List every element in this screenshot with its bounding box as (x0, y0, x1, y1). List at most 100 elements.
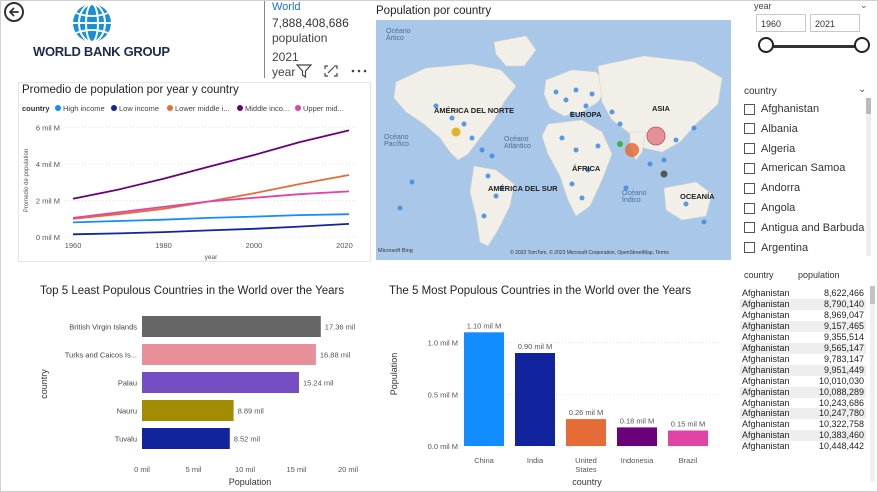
table-row[interactable]: Afghanistan 10,383,460 (740, 430, 866, 442)
bar[interactable] (617, 427, 657, 446)
country-filter-item[interactable]: Albania (744, 119, 870, 139)
filter-icon[interactable] (295, 64, 313, 79)
table-cell-country: Afghanistan (742, 408, 790, 419)
checkbox[interactable] (744, 123, 755, 135)
country-list-scroll-thumb[interactable] (866, 98, 871, 114)
country-filter-item-label: Afghanistan (761, 103, 820, 115)
table-row[interactable]: Afghanistan 10,448,442 (740, 441, 866, 452)
checkbox[interactable] (744, 162, 755, 174)
table-scroll-thumb[interactable] (870, 286, 875, 304)
legend-marker (295, 105, 301, 111)
table-row[interactable]: Afghanistan 10,247,780 (740, 408, 866, 420)
card-population-value: 7,888,408,686 (272, 16, 349, 30)
country-filter-chevron-icon[interactable]: ⌄ (858, 84, 867, 95)
country-filter-item[interactable]: Argentina (744, 238, 870, 258)
country-filter-item[interactable]: American Samoa (744, 158, 870, 178)
year-from-input[interactable]: 1960 (756, 14, 806, 32)
table-cell-population: 8,969,047 (823, 309, 864, 320)
checkbox[interactable] (744, 143, 755, 155)
table-row[interactable]: Afghanistan 10,322,758 (740, 419, 866, 430)
x-tick-label: 2020 (336, 241, 353, 250)
checkbox[interactable] (744, 222, 755, 234)
year-slider-end-handle[interactable] (854, 37, 870, 53)
map-label-america-sur: AMÉRICA DEL SUR (488, 184, 558, 193)
card-year-label: year (272, 65, 296, 79)
x-tick-label: 1960 (65, 241, 82, 250)
y-tick-label: 0.5 mil M (428, 390, 458, 399)
map-label-america-norte: AMÉRICA DEL NORTE (434, 106, 515, 115)
legend-label[interactable]: High income (63, 104, 105, 113)
back-arrow-icon (9, 7, 19, 17)
series-line[interactable] (72, 190, 350, 219)
legend-marker (167, 105, 173, 111)
table-header-population[interactable]: population (798, 270, 840, 280)
table-row[interactable]: Afghanistan 8,622,466 (740, 288, 866, 299)
table-row[interactable]: Afghanistan 9,951,449 (740, 364, 866, 376)
country-filter-item[interactable]: Angola (744, 198, 870, 218)
table-row[interactable]: Afghanistan 10,088,289 (740, 386, 866, 398)
checkbox[interactable] (744, 103, 755, 115)
checkbox[interactable] (744, 182, 755, 194)
table-row[interactable]: Afghanistan 9,355,514 (740, 332, 866, 343)
country-filter-item[interactable]: Antigua and Barbuda (744, 218, 870, 238)
table-row[interactable]: Afghanistan 9,783,147 (740, 354, 866, 365)
bar[interactable] (142, 344, 316, 365)
more-options-icon[interactable] (350, 64, 367, 78)
bar[interactable] (142, 428, 230, 449)
legend-label[interactable]: Middle inco... (245, 104, 289, 113)
year-slider-track[interactable] (766, 45, 862, 48)
series-line[interactable] (72, 223, 350, 236)
data-label: 0.18 mil M (620, 416, 655, 425)
country-filter-item[interactable]: Algeria (744, 139, 870, 159)
series-line[interactable] (72, 129, 350, 200)
bar[interactable] (142, 316, 321, 337)
most-populous-bar-chart: 0.0 mil M 0.5 mil M 1.0 mil M 1.10 mil M Chi… (389, 321, 719, 487)
bar[interactable] (566, 419, 606, 446)
category-label: Brazil (679, 456, 698, 465)
line-chart: country High income Low income Lower middle… (22, 104, 358, 261)
x-tick-label: 15 mil (286, 465, 306, 474)
legend-marker (111, 105, 117, 111)
series-line[interactable] (72, 213, 350, 224)
bar[interactable] (142, 400, 234, 421)
checkbox[interactable] (744, 202, 755, 214)
legend-label[interactable]: Lower middle i... (175, 104, 230, 113)
checkbox[interactable] (744, 242, 755, 254)
table-cell-country: Afghanistan (742, 397, 790, 408)
map-label-asia: ASIA (652, 104, 670, 113)
least-populous-title: Top 5 Least Populous Countries in the Wo… (40, 285, 345, 297)
focus-mode-icon[interactable] (323, 64, 339, 78)
table-cell-population: 10,010,030 (818, 375, 864, 386)
table-header-country[interactable]: country (744, 270, 774, 280)
y-axis-title: country (39, 369, 49, 399)
country-list-scrollbar[interactable] (866, 98, 871, 256)
bar[interactable] (142, 372, 299, 393)
y-tick-label: 0.0 mil M (428, 442, 458, 451)
table-row[interactable]: Afghanistan 9,157,465 (740, 320, 866, 332)
bar[interactable] (515, 353, 555, 446)
back-button[interactable] (4, 2, 24, 22)
year-slider-start-handle[interactable] (758, 37, 774, 53)
population-map[interactable]: Océano Ártico AMÉRICA DEL NORTE EUROPA A… (376, 20, 731, 260)
table-row[interactable]: Afghanistan 8,969,047 (740, 310, 866, 321)
map-attribution[interactable]: © 2023 TomTom, © 2023 Microsoft Corporat… (510, 250, 669, 256)
legend-label[interactable]: Upper mid... (303, 104, 344, 113)
legend-label[interactable]: Low income (119, 104, 159, 113)
table-row[interactable]: Afghanistan 10,010,030 (740, 376, 866, 387)
table-row[interactable]: Afghanistan 9,565,147 (740, 342, 866, 354)
x-tick-label: 2000 (246, 241, 263, 250)
country-filter-item-label: Algeria (761, 142, 796, 155)
table-row[interactable]: Afghanistan 10,243,686 (740, 398, 866, 409)
bar[interactable] (668, 430, 708, 447)
table-cell-population: 9,565,147 (823, 342, 864, 353)
table-row[interactable]: Afghanistan 8,790,140 (740, 298, 866, 310)
category-label: China (474, 456, 494, 465)
table-cell-country: Afghanistan (742, 288, 790, 298)
year-to-input[interactable]: 2021 (810, 14, 860, 32)
country-filter-item[interactable]: Andorra (744, 178, 870, 198)
bar[interactable] (464, 332, 504, 446)
year-slicer-chevron-icon[interactable]: ⌄ (860, 0, 868, 10)
country-filter-item[interactable]: Afghanistan (744, 99, 870, 119)
table-scrollbar[interactable] (870, 286, 875, 482)
x-tick-label: 0 mil (134, 465, 150, 474)
